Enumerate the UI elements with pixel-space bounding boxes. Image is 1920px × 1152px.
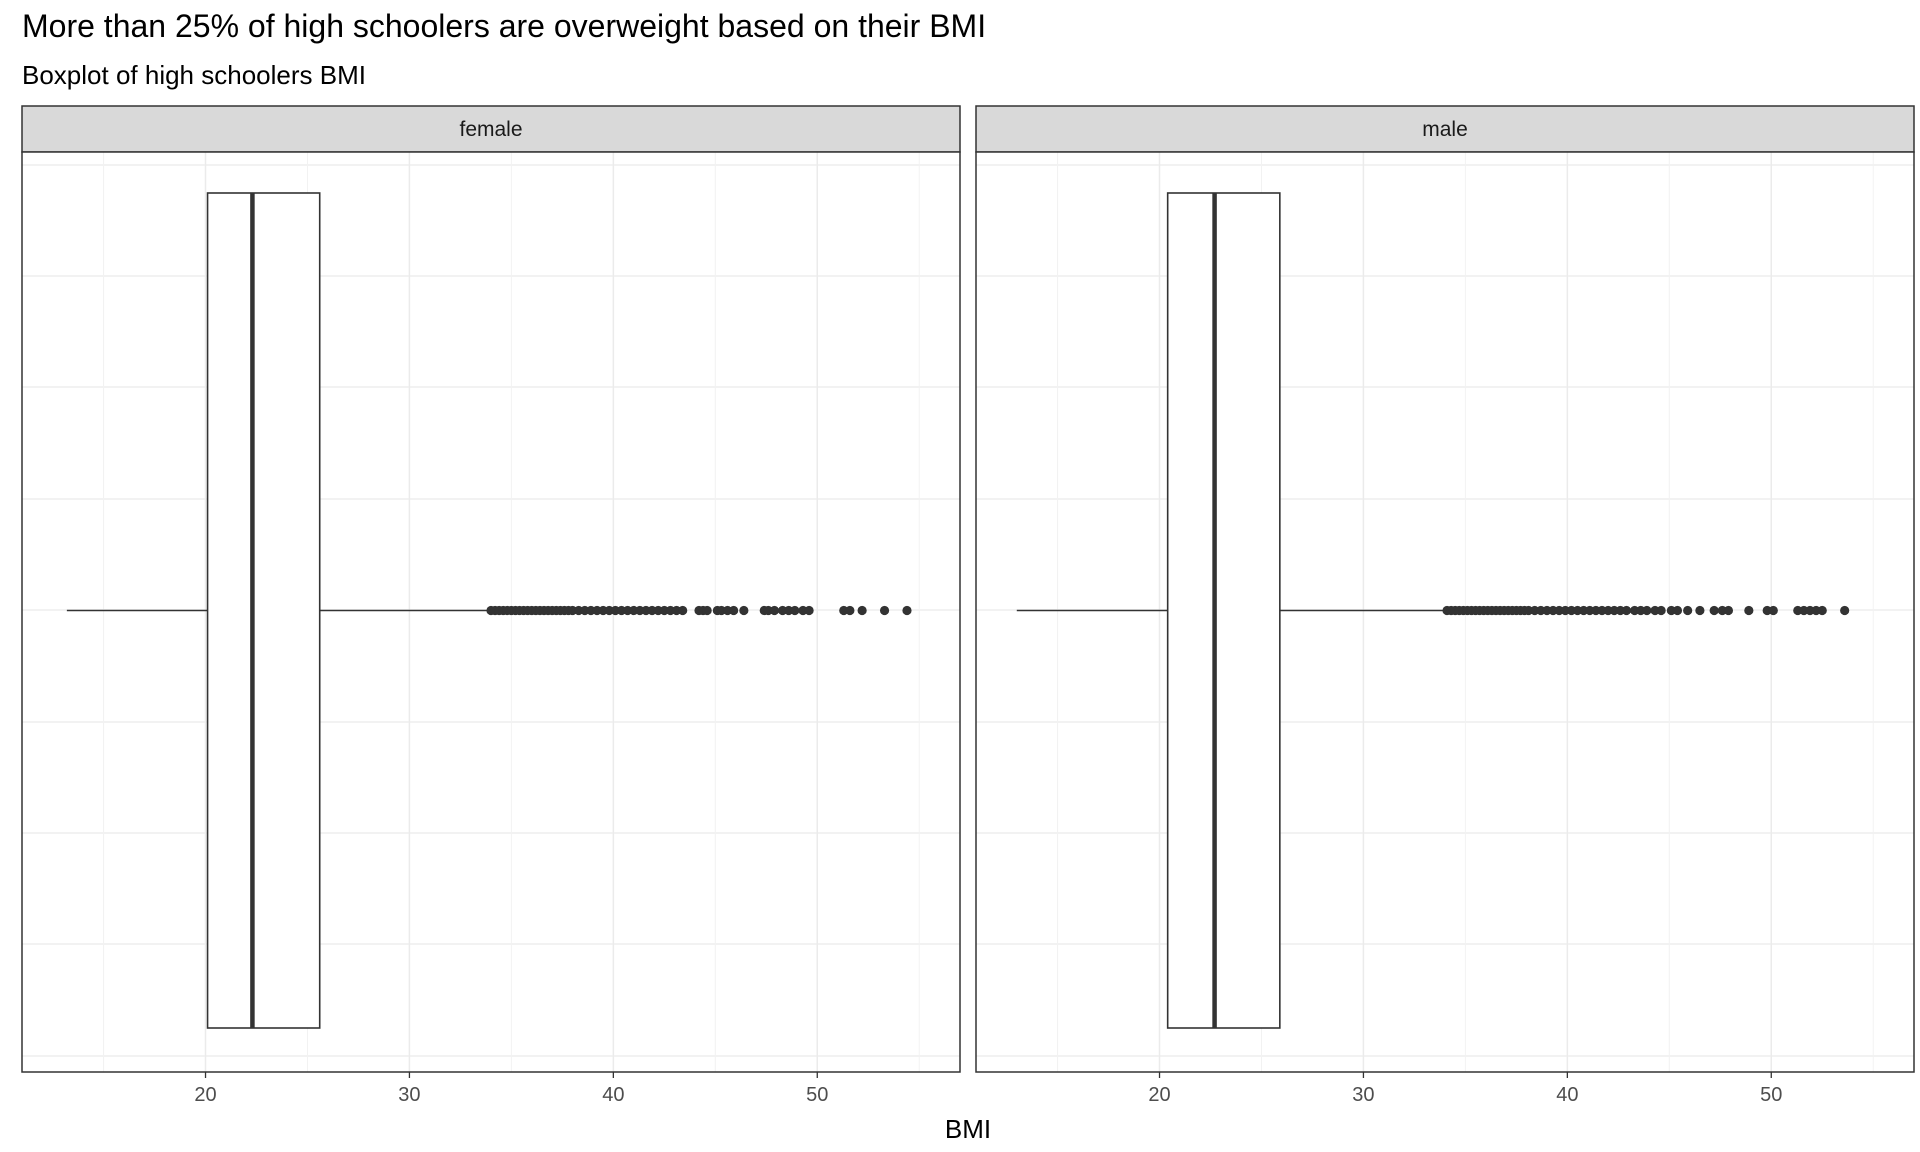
chart-title: More than 25% of high schoolers are over… — [22, 8, 987, 44]
x-axis-title: BMI — [945, 1114, 991, 1144]
facet-strip-male — [975, 105, 1915, 153]
outlier-point — [739, 605, 749, 616]
x-tick-label: 40 — [1556, 1084, 1578, 1106]
outlier-point — [1709, 605, 1719, 616]
outlier-point — [790, 605, 800, 616]
box-iqr — [206, 192, 321, 1029]
outlier-point — [857, 605, 867, 616]
outlier-point — [1695, 605, 1705, 616]
outlier-point — [1672, 605, 1683, 616]
outlier-point — [902, 605, 912, 616]
facet-label-male: male — [1422, 118, 1468, 141]
outlier-point — [1840, 605, 1850, 616]
outlier-point — [1642, 605, 1652, 616]
outlier-point — [1817, 605, 1827, 616]
outlier-point — [1723, 605, 1734, 616]
x-tick-label: 40 — [602, 1084, 624, 1106]
x-tick-label: 20 — [194, 1084, 216, 1106]
x-tick-label: 30 — [398, 1084, 420, 1106]
x-tick-label: 20 — [1148, 1084, 1170, 1106]
facet-label-female: female — [459, 118, 522, 141]
panel-border — [21, 151, 961, 1073]
outlier-point — [1621, 605, 1632, 616]
x-tick-label: 50 — [1760, 1084, 1782, 1106]
outlier-point — [729, 605, 739, 616]
outlier-point — [1768, 605, 1778, 616]
box-iqr — [1166, 192, 1281, 1029]
outlier-point — [678, 605, 688, 616]
outlier-point — [879, 605, 890, 616]
outlier-point — [804, 605, 814, 616]
outlier-point — [1744, 605, 1754, 616]
outlier-point — [1683, 605, 1693, 616]
outlier-point — [702, 605, 712, 616]
panel-border — [975, 151, 1915, 1073]
outlier-point — [1656, 605, 1666, 616]
chart-subtitle: Boxplot of high schoolers BMI — [22, 60, 366, 90]
x-tick-label: 30 — [1352, 1084, 1374, 1106]
outlier-point — [769, 605, 780, 616]
x-tick-label: 50 — [806, 1084, 828, 1106]
outlier-point — [845, 605, 855, 616]
